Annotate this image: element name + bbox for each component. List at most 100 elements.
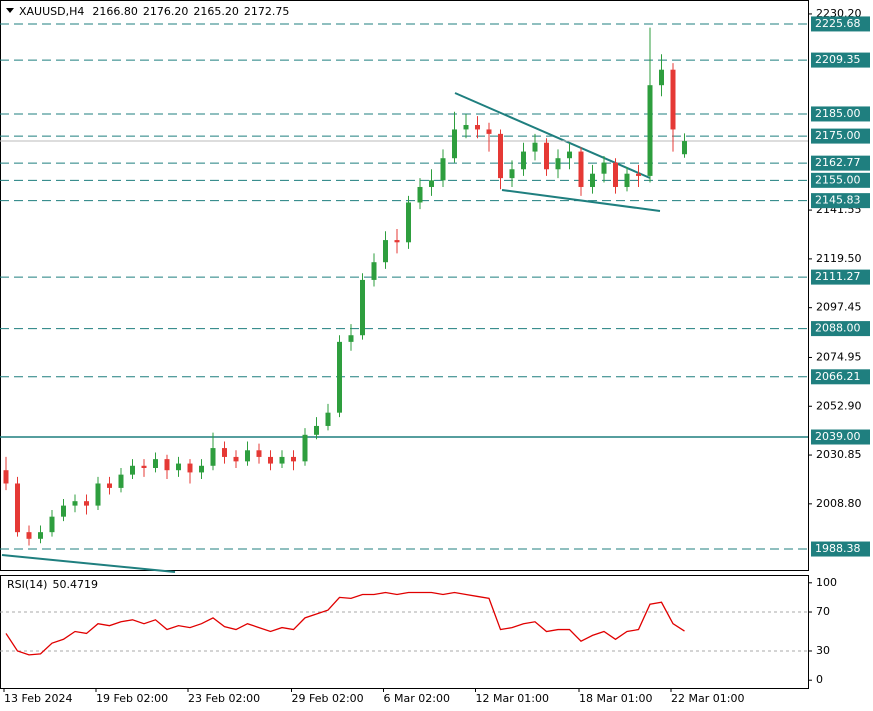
- level-label: 2155.00: [815, 173, 861, 186]
- header-value: 2166.80: [92, 5, 138, 18]
- trendline: [454, 92, 651, 179]
- candle-body: [567, 151, 572, 159]
- candle-body: [475, 125, 480, 130]
- candle-body: [268, 456, 273, 464]
- level-label: 2162.77: [815, 156, 861, 169]
- candle-body: [302, 434, 308, 462]
- candle-body: [670, 69, 676, 130]
- x-tick-label: 13 Feb 2024: [4, 692, 72, 705]
- candle-body: [613, 162, 618, 187]
- level-label: 2209.35: [815, 53, 861, 66]
- rsi-title: RSI(14): [7, 578, 47, 591]
- candle-body: [3, 470, 9, 484]
- candle-body: [636, 173, 641, 176]
- candle-body: [498, 133, 503, 179]
- level-label: 2066.21: [815, 370, 861, 383]
- candle-body: [406, 202, 411, 243]
- level-label-box: [811, 106, 870, 122]
- candle-body: [15, 483, 20, 533]
- level-label-box: [811, 429, 870, 445]
- level-label-box: [811, 52, 870, 68]
- level-label: 2145.83: [815, 194, 861, 207]
- menu-arrow: [6, 8, 14, 13]
- y-tick-label: 2097.45: [816, 301, 862, 314]
- level-label: 2185.00: [815, 107, 861, 120]
- y-tick-label: 2052.90: [816, 399, 862, 412]
- x-tick-label: 29 Feb 02:00: [292, 692, 364, 705]
- y-tick-label: 2008.80: [816, 497, 862, 510]
- x-tick-label: 23 Feb 02:00: [188, 692, 260, 705]
- candle-body: [578, 151, 584, 187]
- level-label-box: [811, 16, 870, 32]
- candle-body: [486, 129, 492, 134]
- candle-body: [394, 240, 400, 243]
- x-tick-label: 12 Mar 01:00: [476, 692, 549, 705]
- candle-body: [371, 262, 377, 280]
- rsi-header: RSI(14) 50.4719: [7, 578, 98, 591]
- symbol: XAUUSD,H4: [19, 5, 84, 18]
- y-tick-label: 2119.50: [816, 252, 862, 265]
- candle-body: [107, 483, 112, 488]
- y-tick-label: 0: [816, 673, 823, 686]
- candle-body: [521, 151, 526, 170]
- candle-body: [532, 142, 538, 152]
- candle-body: [555, 158, 561, 170]
- candle-body: [210, 448, 216, 466]
- candle-body: [601, 162, 607, 174]
- level-label: 2175.00: [815, 129, 861, 142]
- candle-body: [72, 501, 78, 506]
- level-label-box: [811, 541, 870, 557]
- candle-body: [176, 463, 181, 471]
- candle-body: [164, 459, 170, 471]
- y-tick-label: 2074.95: [816, 350, 862, 363]
- x-tick-label: 22 Mar 01:00: [671, 692, 744, 705]
- candle-body: [256, 450, 262, 457]
- candle-body: [95, 483, 101, 506]
- y-tick-label: 70: [816, 605, 830, 618]
- level-label: 2039.00: [815, 430, 861, 443]
- candle-body: [187, 463, 193, 473]
- rsi-panel: [0, 575, 809, 689]
- candle-body: [118, 474, 124, 488]
- candle-body: [222, 448, 227, 457]
- candle-body: [682, 141, 687, 155]
- candle-body: [245, 450, 250, 462]
- y-tick-label: 30: [816, 644, 830, 657]
- candle-body: [348, 335, 354, 342]
- level-label-box: [811, 172, 870, 188]
- y-tick-label: 100: [816, 576, 837, 589]
- candle-body: [26, 532, 32, 539]
- candle-body: [84, 501, 89, 506]
- header-value: 2176.20: [143, 5, 189, 18]
- level-label: 2225.68: [815, 17, 861, 30]
- candle-body: [383, 240, 388, 263]
- level-label-box: [811, 269, 870, 285]
- candle-body: [647, 85, 653, 176]
- candle-body: [463, 125, 469, 130]
- candle-body: [544, 142, 549, 170]
- candle-body: [233, 456, 239, 462]
- plot: [0, 23, 808, 550]
- rsi-value: 50.4719: [52, 578, 98, 591]
- candle-body: [130, 465, 135, 475]
- rsi-line: [5, 591, 685, 656]
- level-label: 2088.00: [815, 322, 861, 335]
- candle-body: [49, 516, 55, 533]
- candle-body: [440, 158, 446, 181]
- candle-body: [452, 129, 457, 159]
- candle-body: [429, 180, 434, 187]
- header: XAUUSD,H4 2166.80 2176.20 2165.20 2172.75: [19, 5, 289, 18]
- y-tick-label: 2030.85: [816, 448, 862, 461]
- candle-body: [325, 412, 331, 426]
- header-value: 2172.75: [244, 5, 290, 18]
- level-label: 2111.27: [815, 270, 861, 283]
- candle-body: [61, 505, 66, 517]
- header-value: 2165.20: [193, 5, 239, 18]
- candle-body: [141, 465, 147, 468]
- candle-body: [38, 532, 43, 539]
- level-label: 1988.38: [815, 542, 861, 555]
- candle-body: [360, 279, 365, 336]
- level-label-box: [811, 369, 870, 385]
- candle-body: [417, 186, 423, 203]
- price-panel: [0, 0, 809, 571]
